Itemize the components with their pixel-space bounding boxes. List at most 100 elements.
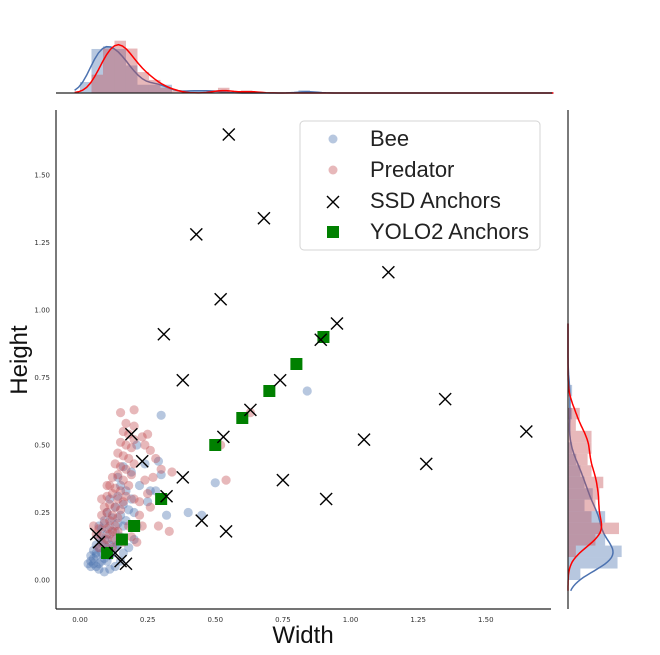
predator-point — [118, 497, 128, 507]
predator-point — [132, 537, 142, 547]
bee-height-hist-bar — [568, 557, 618, 569]
bee-width-hist-bar — [148, 84, 161, 93]
bee-point — [302, 386, 312, 396]
bee-point — [156, 470, 166, 480]
predator-height-hist-bar — [568, 407, 580, 420]
predator-height-hist-bar — [568, 430, 592, 443]
yolo2-series — [101, 331, 330, 559]
predator-point — [134, 497, 145, 507]
x-axis-ticks: 0.00 0.25 0.50 0.75 1.00 1.25 1.50 — [72, 616, 493, 624]
predator-point — [113, 448, 123, 458]
predator-point — [110, 459, 120, 469]
predator-point — [113, 494, 123, 504]
yolo2-anchor-point — [115, 533, 128, 546]
bee-point — [110, 502, 120, 512]
bee-height-hist-bar — [568, 465, 581, 477]
bee-width-hist-bar — [114, 48, 126, 93]
bee-point — [183, 507, 193, 518]
bee-point — [129, 534, 139, 545]
predator-point — [115, 486, 126, 496]
bee-width-hist-bar — [160, 84, 172, 93]
bee-point — [91, 551, 101, 561]
predator-point — [151, 453, 161, 464]
predator-point — [129, 421, 139, 431]
ssd-anchor-point — [219, 524, 233, 538]
predator-point — [115, 505, 126, 515]
bee-height-hist-bar — [568, 442, 573, 454]
bee-point — [91, 561, 101, 572]
predator-width-hist-bar — [160, 87, 172, 93]
predator-point — [97, 510, 107, 520]
bee-height-hist-bar — [568, 476, 585, 489]
bee-point — [105, 494, 115, 504]
predator-point — [121, 418, 131, 428]
predator-point — [97, 532, 107, 542]
predator-point — [124, 480, 134, 491]
ssd-anchor-point — [419, 457, 433, 471]
ssd-anchor-point — [119, 557, 133, 571]
bee-point — [145, 486, 155, 496]
ssd-anchor-point — [222, 128, 236, 141]
bee-point — [94, 559, 104, 569]
predator-height-hist-bar — [568, 488, 600, 500]
bee-point — [118, 521, 128, 531]
predator-point — [129, 405, 139, 415]
scatter-plot-area — [83, 128, 533, 577]
predator-point — [102, 491, 112, 501]
x-tick-label: 1.50 — [478, 616, 494, 624]
legend-ssd-marker — [326, 195, 340, 209]
predator-point — [124, 429, 134, 439]
bee-point — [107, 534, 118, 545]
predator-point — [102, 507, 112, 518]
y-tick-label: 1.50 — [34, 172, 50, 180]
predator-width-hist-bar — [148, 79, 161, 93]
bee-point — [153, 456, 164, 466]
ssd-anchor-point — [176, 373, 190, 387]
ssd-anchor-point — [357, 433, 371, 447]
predator-point — [118, 451, 128, 461]
ssd-anchor-point — [276, 473, 290, 487]
ssd-anchor-point — [438, 392, 452, 406]
y-tick-label: 0.75 — [34, 374, 50, 382]
ssd-anchor-point — [519, 425, 533, 438]
bee-point — [94, 564, 104, 574]
ssd-anchor-point — [195, 514, 209, 528]
yolo2-anchor-point — [128, 520, 141, 532]
predator-width-hist-bar — [125, 48, 138, 93]
predator-point — [121, 491, 131, 501]
predator-point — [129, 494, 139, 504]
predator-point — [94, 524, 104, 534]
predator-height-hist-bar — [568, 522, 619, 535]
yolo2-anchor-point — [290, 358, 303, 370]
legend-yolo-marker — [327, 226, 339, 238]
ssd-anchor-point — [273, 373, 287, 387]
ssd-anchor-point — [216, 430, 230, 444]
ssd-anchor-point — [160, 489, 174, 503]
predator-point — [115, 462, 126, 472]
bee-point — [102, 507, 112, 518]
predator-point — [148, 472, 158, 482]
predator-height-hist-bar — [568, 419, 576, 431]
ssd-anchor-point — [330, 317, 344, 330]
bee-point — [88, 545, 99, 555]
predator-point — [221, 475, 231, 485]
y-axis-label: Height — [6, 325, 33, 395]
bee-point — [113, 491, 123, 501]
predator-point — [110, 521, 120, 531]
predator-point — [105, 480, 115, 491]
predator-point — [105, 516, 115, 526]
y-axis-ticks: 0.00 0.25 0.50 0.75 1.00 1.25 1.50 — [34, 172, 50, 585]
x-tick-label: 0.50 — [207, 616, 223, 624]
predator-height-hist-bar — [568, 465, 592, 477]
top-marginal-histogram — [74, 40, 554, 94]
predator-point — [124, 453, 134, 464]
predator-point — [145, 445, 155, 455]
predator-point — [107, 510, 118, 520]
predator-height-hist-bar — [568, 499, 596, 512]
bee-point — [134, 480, 145, 491]
predator-height-hist-bar — [568, 453, 588, 466]
bee-point — [99, 516, 109, 526]
predator-point — [113, 470, 123, 480]
bee-height-hist-bar — [568, 511, 606, 523]
predator-point — [140, 475, 150, 485]
